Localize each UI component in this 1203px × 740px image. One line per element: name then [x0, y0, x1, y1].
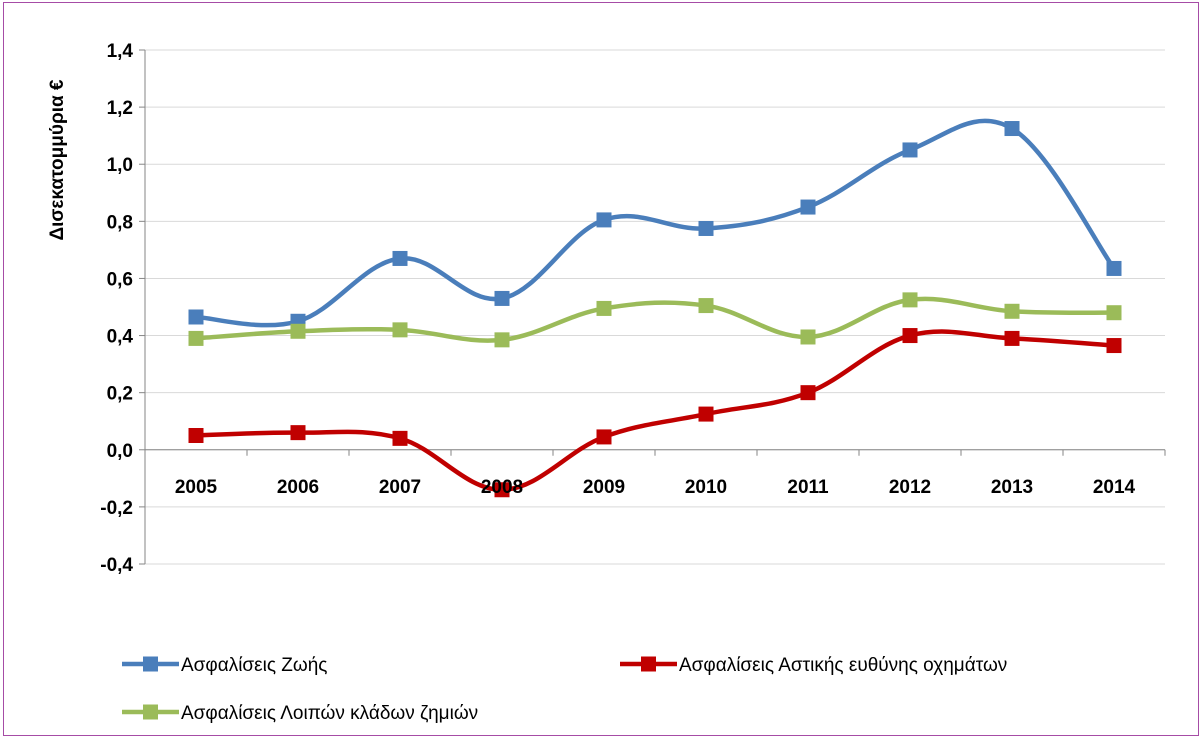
- data-point-marker: [800, 385, 816, 401]
- data-point-marker: [698, 298, 714, 314]
- y-tick-labels: 1,4 1,2 1,0 0,8 0,6 0,4 0,2 0,0 -0,2 -0,4: [100, 41, 133, 576]
- data-point-marker: [902, 142, 918, 158]
- gridlines: [139, 49, 1165, 565]
- data-point-marker: [392, 430, 408, 446]
- data-point-marker: [596, 212, 612, 228]
- data-point-marker: [290, 425, 306, 441]
- y-tick-label: 0,4: [107, 327, 134, 348]
- data-point-marker: [800, 199, 816, 215]
- data-point-marker: [188, 309, 204, 325]
- series-line: [193, 329, 1117, 493]
- x-tick-label: 2009: [583, 477, 625, 498]
- x-tick-label: 2007: [379, 477, 421, 498]
- data-point-marker: [188, 428, 204, 443]
- data-point-marker: [596, 429, 612, 445]
- y-tick-label: -0,2: [100, 498, 133, 519]
- data-point-marker: [1004, 121, 1020, 137]
- data-point-marker: [698, 220, 714, 236]
- data-point-marker: [1004, 330, 1020, 346]
- data-point-marker: [494, 482, 510, 498]
- data-point-marker: [392, 322, 408, 338]
- legend-label: Ασφαλίσεις Λοιπών κλάδων ζημιών: [181, 703, 478, 724]
- data-point-marker: [596, 300, 612, 316]
- x-tick-label: 2012: [889, 477, 931, 498]
- data-point-marker: [1106, 305, 1122, 321]
- x-tick-label: 2006: [277, 477, 319, 498]
- x-tick-label: 2008: [481, 477, 523, 498]
- y-tick-label: 1,4: [107, 41, 134, 62]
- y-tick-label: 0,0: [107, 441, 133, 462]
- y-tick-label: 0,2: [107, 384, 133, 405]
- data-point-marker: [290, 323, 306, 339]
- data-point-marker: [494, 332, 510, 348]
- legend-label: Ασφαλίσεις Αστικής ευθύνης οχημάτων: [679, 655, 1007, 676]
- data-point-marker: [1004, 303, 1020, 319]
- legend-swatch-marker: [641, 656, 656, 672]
- series-line: [193, 296, 1117, 343]
- legend-swatch-marker: [143, 704, 158, 720]
- y-tick-label: -0,4: [100, 555, 133, 576]
- x-tick-label: 2013: [991, 477, 1033, 498]
- y-axis-label: Δισεκατομμύρια €: [47, 79, 68, 240]
- series-markers: [188, 121, 1122, 498]
- y-tick-label: 1,0: [107, 155, 133, 176]
- x-tick-label: 2011: [787, 477, 829, 498]
- x-tick-label: 2010: [685, 477, 727, 498]
- data-point-marker: [698, 406, 714, 422]
- data-point-marker: [1106, 260, 1122, 276]
- x-tick-label: 2014: [1093, 477, 1136, 498]
- data-point-marker: [902, 328, 918, 344]
- x-tick-label: 2005: [175, 477, 218, 498]
- y-tick-label: 1,2: [107, 98, 133, 119]
- series-line: [193, 118, 1117, 328]
- y-tick-label: 0,8: [107, 212, 133, 233]
- axes: [144, 50, 1166, 564]
- data-point-marker: [392, 250, 408, 266]
- data-point-marker: [1106, 338, 1122, 354]
- legend: Ασφαλίσεις Ζωής Ασφαλίσεις Αστικής ευθύνη…: [122, 655, 1007, 724]
- data-point-marker: [800, 329, 816, 345]
- legend-label: Ασφαλίσεις Ζωής: [181, 655, 327, 676]
- data-point-marker: [188, 330, 204, 346]
- data-point-marker: [494, 290, 510, 306]
- x-tick-labels: 2005 2006 2007 2008 2009 2010 2011 2012 2013 2014: [175, 477, 1136, 498]
- data-point-marker: [902, 292, 918, 308]
- y-tick-label: 0,6: [107, 269, 133, 290]
- legend-swatch-marker: [143, 656, 158, 672]
- series-lines: [193, 118, 1117, 493]
